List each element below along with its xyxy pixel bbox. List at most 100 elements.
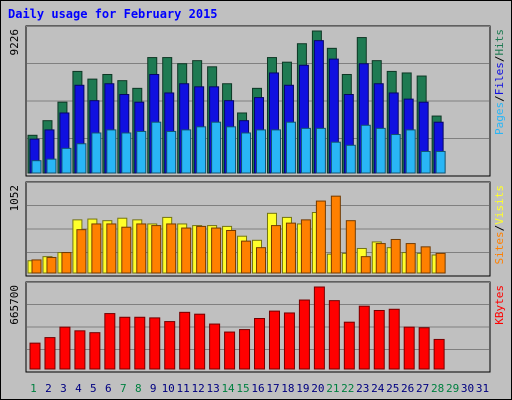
kbytes-bar [119, 316, 131, 370]
sites-bar [375, 243, 386, 274]
kbytes-bar [224, 331, 236, 370]
day-label: 12 [192, 382, 205, 395]
pages-bar [270, 129, 281, 174]
legend-entry: KBytes [493, 285, 506, 325]
sites-bar [166, 223, 177, 274]
sites-bar [405, 243, 416, 274]
day-label: 6 [105, 382, 112, 395]
kbytes-bar [104, 313, 116, 370]
day-label: 24 [371, 382, 385, 395]
day-label: 2 [45, 382, 52, 395]
pages-bar [345, 144, 356, 174]
day-label: 23 [356, 382, 369, 395]
pages-bar [390, 134, 401, 174]
kbytes-bar [59, 326, 71, 370]
page-title: Daily usage for February 2015 [8, 7, 218, 21]
kbytes-bar [164, 321, 176, 370]
max-value-label: 665700 [8, 285, 21, 325]
pages-bar [76, 143, 87, 174]
day-label: 16 [251, 382, 264, 395]
pages-bar [136, 130, 147, 174]
kbytes-bar [388, 308, 400, 370]
sites-bar [330, 195, 341, 274]
sites-bar [181, 227, 192, 274]
pages-bar [61, 147, 72, 174]
kbytes-bar [239, 329, 251, 370]
day-label: 18 [281, 382, 294, 395]
pages-bar [31, 160, 42, 174]
day-label: 17 [266, 382, 279, 395]
sites-bar [241, 240, 252, 274]
day-label: 21 [326, 382, 339, 395]
sites-bar [106, 223, 117, 274]
kbytes-bar [343, 321, 355, 370]
legend-entry: Files [493, 62, 506, 95]
pages-bar [166, 130, 177, 174]
sites-bar [390, 238, 401, 274]
kbytes-bar [29, 342, 41, 370]
legend-entry: / [493, 95, 506, 102]
day-label: 30 [461, 382, 474, 395]
kbytes-bar [89, 332, 101, 370]
pages-bar [211, 121, 222, 174]
pages-bar [256, 129, 267, 174]
day-label: 15 [236, 382, 249, 395]
pages-bar [241, 132, 252, 174]
day-label: 28 [431, 382, 444, 395]
sites-bar [420, 246, 431, 274]
kbytes-bar [44, 337, 56, 370]
day-label: 31 [476, 382, 489, 395]
kbytes-bar [209, 323, 221, 370]
day-label: 20 [311, 382, 324, 395]
kbytes-bar [268, 310, 280, 370]
sites-bar [76, 229, 87, 274]
sites-bar [435, 252, 446, 274]
pages-bar [300, 127, 311, 174]
sites-bar [61, 252, 72, 274]
legend-entry: Hits [493, 29, 506, 56]
legend-kbytes: KBytes [493, 285, 506, 325]
sites-bar [121, 226, 132, 274]
kbytes-bar [418, 327, 430, 370]
pages-bar [360, 124, 371, 174]
legend-entry: Pages [493, 102, 506, 135]
day-label: 9 [150, 382, 157, 395]
pages-bar [46, 158, 57, 174]
legend-entry: / [493, 225, 506, 232]
day-label: 8 [135, 382, 142, 395]
day-label: 29 [446, 382, 459, 395]
kbytes-bar [373, 309, 385, 370]
pages-bar [196, 126, 207, 174]
day-label: 3 [60, 382, 67, 395]
sites-bar [315, 200, 326, 274]
sites-bar [345, 220, 356, 274]
kbytes-bar [433, 338, 445, 370]
sites-bar [151, 225, 162, 274]
kbytes-bar [328, 300, 340, 370]
kbytes-bar [179, 311, 191, 370]
day-label: 26 [401, 382, 414, 395]
day-label: 19 [296, 382, 309, 395]
kbytes-bar [149, 317, 161, 370]
day-label: 4 [75, 382, 82, 395]
kbytes-bar [134, 316, 146, 370]
day-label: 22 [341, 382, 354, 395]
day-label: 5 [90, 382, 97, 395]
kbytes-bar [283, 312, 295, 370]
legend-entry: Visits [493, 185, 506, 225]
pages-bar [330, 141, 341, 174]
pages-bar [375, 127, 386, 174]
pages-bar [420, 150, 431, 174]
max-value-label: 1052 [8, 185, 21, 212]
sites-bar [360, 256, 371, 274]
sites-bar [256, 247, 267, 274]
pages-bar [181, 129, 192, 174]
sites-bar [31, 259, 42, 274]
legend-visits-sites: Sites/Visits [493, 185, 506, 265]
sites-bar [136, 223, 147, 274]
day-label: 11 [177, 382, 190, 395]
day-label: 10 [162, 382, 175, 395]
sites-bar [300, 219, 311, 274]
day-label: 1 [30, 382, 37, 395]
